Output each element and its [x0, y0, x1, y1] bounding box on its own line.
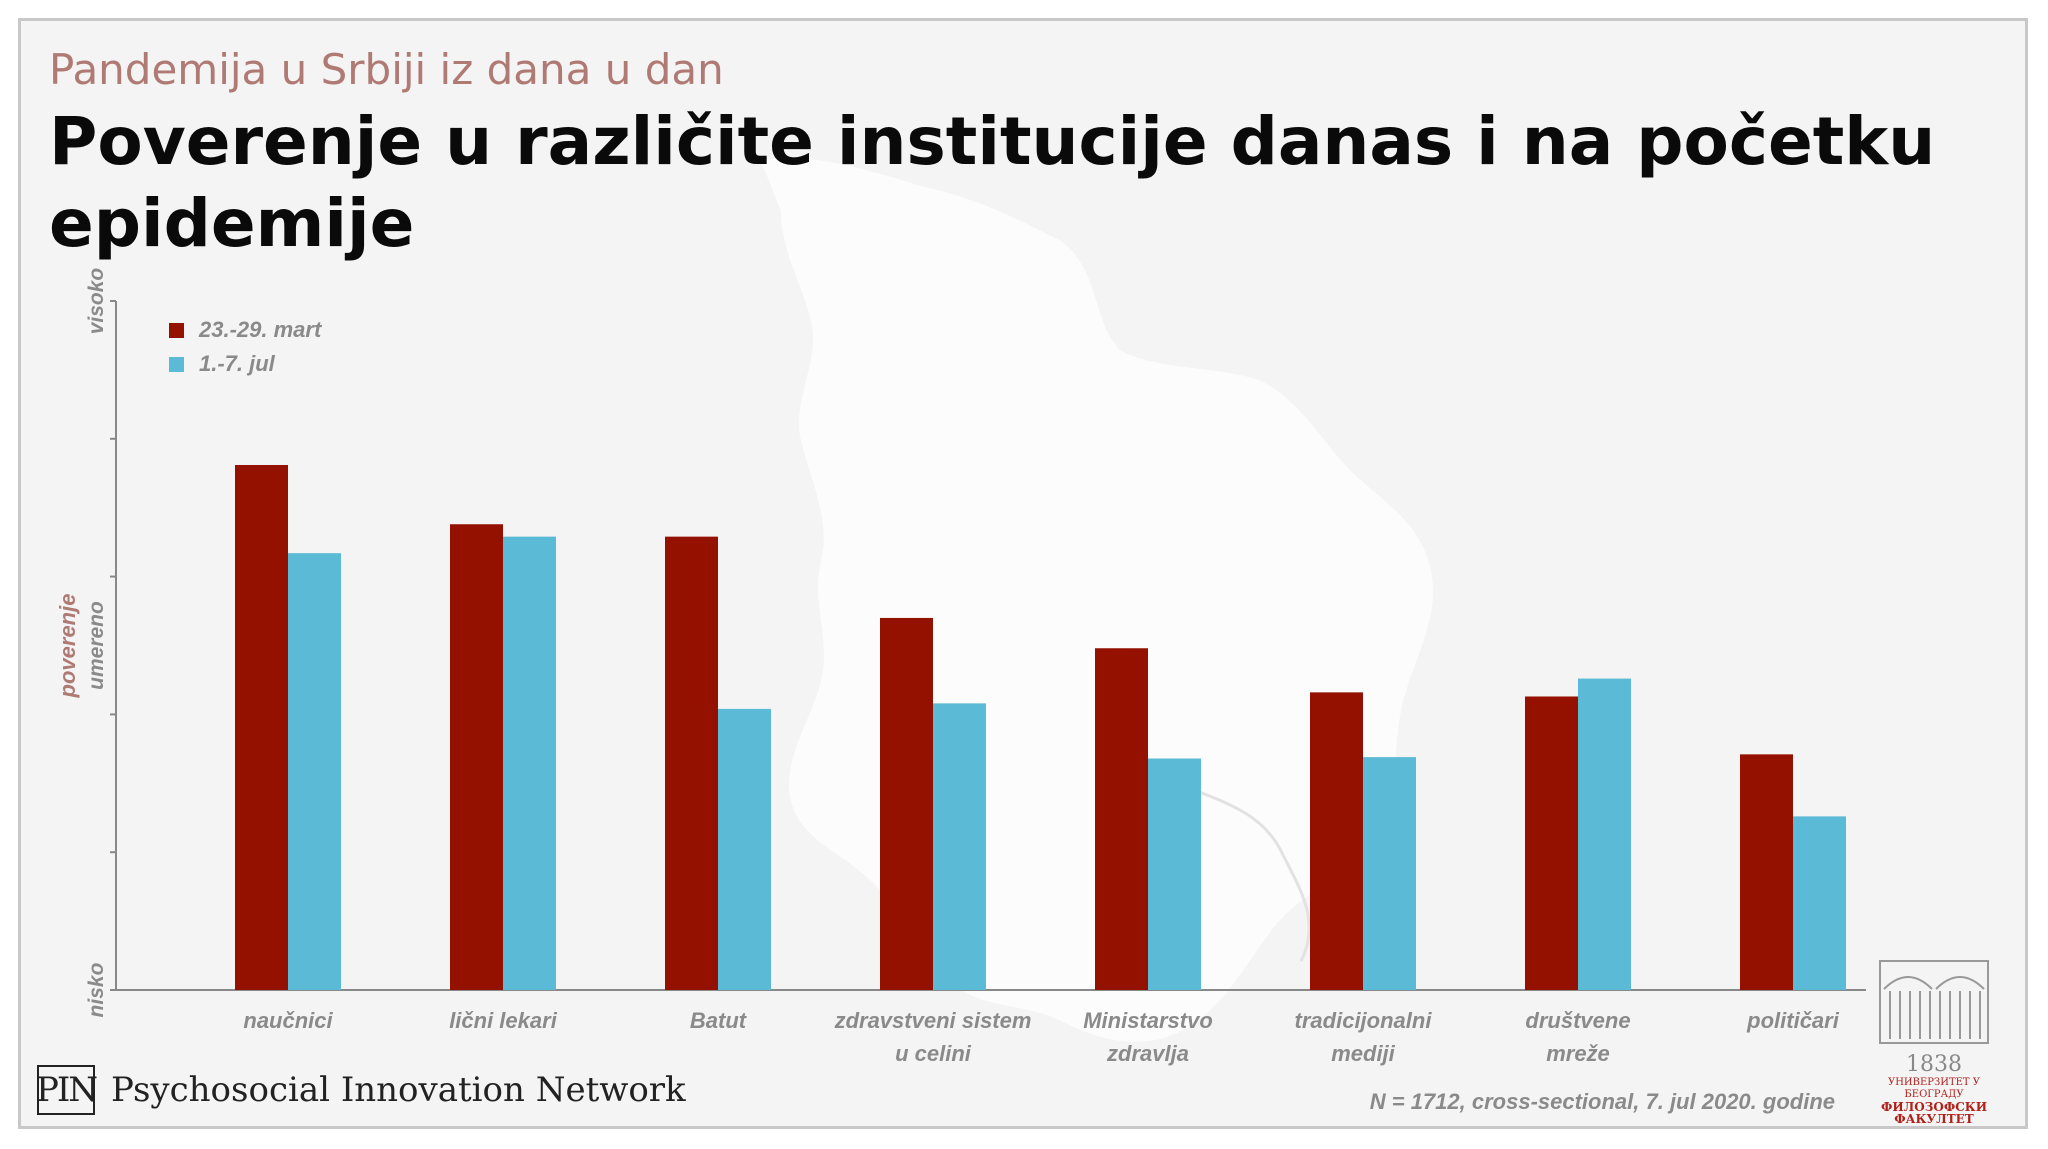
bar-march	[235, 464, 288, 990]
x-tick-label: društvene	[1525, 1008, 1630, 1033]
bar-july	[1148, 758, 1201, 990]
page-title: Poverenje u različite institucije danas …	[49, 103, 1936, 262]
x-tick-label: mediji	[1331, 1041, 1395, 1066]
pin-logo: PIN Psychosocial Innovation Network	[36, 1065, 686, 1115]
x-tick-label: lični lekari	[449, 1008, 558, 1033]
university-year: 1838	[1906, 1052, 1962, 1077]
x-tick-label: zdravlja	[1106, 1041, 1189, 1066]
bar-july	[718, 708, 771, 990]
y-axis-title: poverenje	[55, 594, 80, 699]
footnote: N = 1712, cross-sectional, 7. jul 2020. …	[1369, 1089, 1835, 1114]
faculty-name: ФИЛОЗОФСКИ ФАКУЛТЕТ	[1880, 1100, 1988, 1126]
bar-march	[665, 536, 718, 990]
x-tick-label: Ministarstvo	[1083, 1008, 1213, 1033]
legend-label-july: 1.-7. jul	[199, 351, 275, 376]
y-tick-label: umereno	[85, 601, 108, 690]
x-tick-label: političari	[1746, 1008, 1840, 1033]
x-tick-label: Batut	[690, 1008, 748, 1033]
legend-label-march: 23.-29. mart	[199, 317, 322, 342]
pin-logo-mark: PIN	[36, 1065, 98, 1115]
bar-march	[880, 617, 933, 990]
legend-item-july: 1.-7. jul	[169, 351, 275, 377]
x-tick-label: naučnici	[243, 1008, 333, 1033]
y-tick-label: nisko	[85, 962, 108, 1017]
legend-swatch-july	[169, 356, 184, 372]
bar-july	[933, 703, 986, 990]
bar-march	[1310, 692, 1363, 990]
bar-july	[288, 553, 341, 990]
faculty-building-icon	[1879, 960, 1989, 1044]
slide-frame: Pandemija u Srbiji iz dana u dan Poveren…	[18, 18, 2028, 1129]
university-logo: 1838 УНИВЕРЗИТЕТ У БЕОГРАДУ ФИЛОЗОФСКИ Ф…	[1859, 959, 2009, 1125]
bar-chart: nisko umereno visoko poverenje naučnici lični…	[55, 268, 1866, 1066]
bar-july	[1578, 678, 1631, 990]
legend-swatch-march	[169, 322, 184, 338]
bar-march	[1095, 648, 1148, 990]
series-subtitle: Pandemija u Srbiji iz dana u dan	[49, 45, 724, 94]
x-tick-label: tradicijonalni	[1295, 1008, 1433, 1033]
bar-march	[450, 524, 503, 990]
x-tick-label: u celini	[895, 1041, 972, 1066]
bar-july	[1793, 816, 1846, 990]
bar-march	[1525, 696, 1578, 990]
x-tick-label: zdravstveni sistem	[834, 1008, 1032, 1033]
x-tick-label: mreže	[1546, 1041, 1610, 1066]
bar-july	[1363, 757, 1416, 990]
y-tick-label: visoko	[85, 268, 108, 335]
bar-july	[503, 536, 556, 990]
university-name: УНИВЕРЗИТЕТ У БЕОГРАДУ	[1887, 1077, 1981, 1100]
bar-march	[1740, 754, 1793, 990]
legend-item-march: 23.-29. mart	[169, 317, 321, 343]
org-name: Psychosocial Innovation Network	[111, 1070, 686, 1110]
